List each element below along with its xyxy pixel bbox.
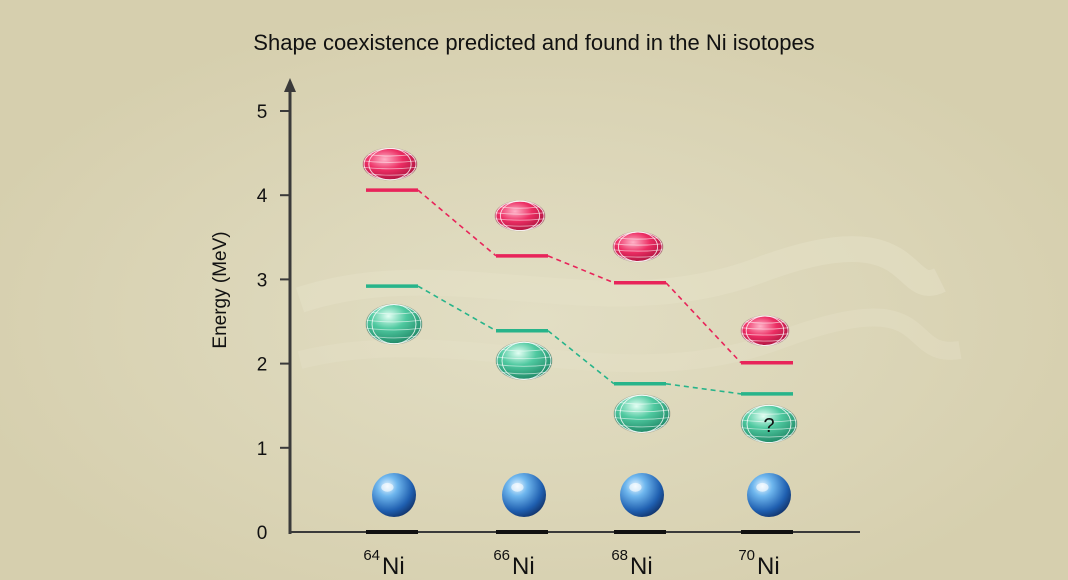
isotope-element: Ni [630,553,653,580]
green-oblate-nucleus-icon [740,404,798,444]
green-oblate-nucleus-icon [613,394,671,434]
green-oblate-nucleus-icon [365,303,423,345]
isotope-element: Ni [512,553,535,580]
y-axis: 0 1 2 3 4 5 Energy (MeV) [210,78,860,544]
blue-spherical-nucleus-icon [372,473,416,517]
page-title: Shape coexistence predicted and found in… [253,30,814,55]
y-tick-label: 0 [257,523,268,544]
y-tick-label: 2 [257,355,268,376]
blue-spherical-nucleus-icon [502,473,546,517]
isotope-element: Ni [757,553,780,580]
blue-spherical-nucleus-icon [620,473,664,517]
red-prolate-nucleus-icon [362,147,418,181]
unknown-shape-marker: ? [763,415,774,437]
nucleus-shapes: ? [362,147,798,517]
isotope-mass-number: 68 [611,547,628,564]
red-prolate-nucleus-icon [494,200,546,232]
isotope-element: Ni [382,553,405,580]
energy-levels [366,188,793,534]
isotope-mass-number: 64 [363,547,380,564]
blue-spherical-nucleus-icon [747,473,791,517]
y-tick-label: 1 [257,439,268,460]
y-axis-arrowhead [284,78,296,92]
prolate-connector [417,189,497,257]
y-tick-label: 3 [257,270,268,291]
green-oblate-nucleus-icon [495,341,553,381]
background-swirl [297,308,962,373]
red-prolate-nucleus-icon [612,231,664,263]
connector-lines [417,189,742,395]
oblate-connector [417,285,497,332]
oblate-connector [665,383,742,395]
red-prolate-nucleus-icon [740,315,790,347]
y-tick-label: 4 [257,186,268,207]
prolate-connector [665,282,742,364]
y-tick-label: 5 [257,102,268,123]
background-swirl [295,236,946,313]
prolate-connector [547,255,615,284]
isotope-mass-number: 66 [493,547,510,564]
y-axis-label: Energy (MeV) [210,231,231,348]
isotope-labels: 64 Ni 66 Ni 68 Ni 70 Ni [363,547,779,580]
isotope-mass-number: 70 [738,547,755,564]
